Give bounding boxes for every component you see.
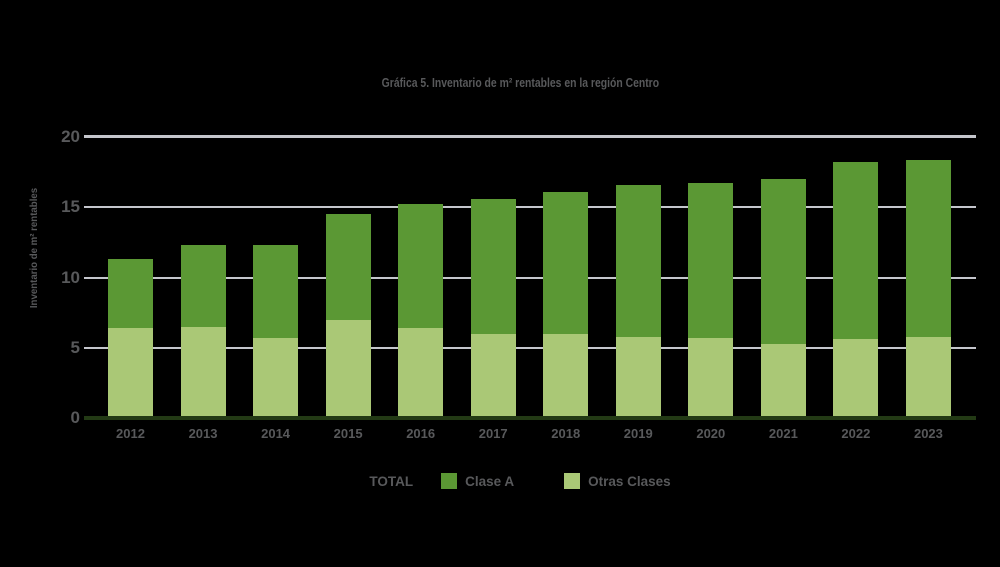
bar-segment-clase-a-2016 [398,204,444,329]
bar-segment-otras-clases-2017 [470,333,516,418]
x-tick-label-2017: 2017 [478,426,508,441]
gridline-y-15 [84,206,976,209]
bar-segment-clase-a-2020 [688,183,734,338]
x-tick-label-2016: 2016 [406,426,436,441]
bar-segment-clase-a-2017 [470,198,516,334]
bar-2013 [180,137,226,418]
y-tick-label-0: 0 [70,408,80,427]
y-tick-label-15: 15 [61,197,80,217]
y-tick-label-20: 20 [61,127,80,146]
bar-segment-otras-clases-2021 [760,343,806,418]
legend-swatch-clase-a [441,473,458,489]
bar-2022 [833,137,879,418]
x-tick-label-2021: 2021 [768,426,798,441]
bar-segment-otras-clases-2019 [615,336,661,418]
bar-2019 [615,137,661,418]
bar-segment-otras-clases-2013 [180,326,226,418]
legend-label-clase-a: Clase A [465,473,515,489]
legend-swatch-otras-clases [564,473,581,489]
bar-segment-clase-a-2023 [905,159,951,337]
bar-segment-otras-clases-2022 [833,339,879,418]
bar-2014 [253,137,299,418]
bar-segment-clase-a-2013 [180,245,226,327]
bar-2018 [543,137,589,418]
bar-2015 [325,137,371,418]
bar-2020 [688,137,734,418]
bar-2017 [470,137,516,418]
bar-segment-clase-a-2019 [615,184,661,337]
y-tick-label-5: 5 [70,337,80,357]
bar-segment-otras-clases-2015 [325,319,371,418]
bar-segment-otras-clases-2018 [543,333,589,418]
chart-title: Gráfica 5. Inventario de m² rentables en… [40,75,1000,90]
bar-segment-clase-a-2015 [325,214,371,320]
bar-segment-clase-a-2012 [108,259,153,329]
legend-item-clase-a: Clase A [441,473,514,489]
bar-segment-otras-clases-2016 [398,328,444,418]
bar-segment-clase-a-2021 [760,179,806,344]
y-axis-ticks: 0 5 10 15 20 [0,128,80,427]
bar-segment-otras-clases-2020 [688,337,734,418]
legend-item-otras-clases: Otras Clases [564,473,671,489]
x-tick-label-2015: 2015 [333,426,363,441]
x-tick-label-2023: 2023 [913,426,943,441]
gridline-y-20 [84,135,976,138]
y-tick-label-10: 10 [61,267,80,287]
x-tick-label-2020: 2020 [696,426,726,441]
bar-segment-clase-a-2018 [543,191,589,334]
legend-label-otras-clases: Otras Clases [588,473,671,489]
x-axis-line [84,416,976,420]
legend: TOTAL Clase A Otras Clases [40,471,1000,491]
x-tick-label-2012: 2012 [116,426,145,441]
legend-total-label: TOTAL [369,473,414,489]
gridline-y-5 [84,346,976,349]
x-tick-label-2022: 2022 [841,426,871,441]
bar-2023 [905,137,951,418]
x-tick-label-2014: 2014 [261,426,291,441]
bar-2021 [760,137,806,418]
bar-segment-otras-clases-2012 [108,328,153,418]
x-tick-label-2018: 2018 [551,426,581,441]
bar-segment-clase-a-2014 [253,245,299,338]
bar-2012 [108,137,153,418]
bar-segment-otras-clases-2014 [253,337,299,418]
bar-segment-otras-clases-2023 [905,336,951,418]
bar-2016 [398,137,444,418]
chart-title-text: Gráfica 5. Inventario de m² rentables en… [381,75,659,90]
x-tick-label-2013: 2013 [188,426,218,441]
plot-area [84,135,976,420]
bar-segment-clase-a-2022 [833,162,879,340]
gridline-y-10 [84,276,976,279]
x-axis-labels: 2012 2013 2014 2015 2016 2017 2018 2019 2020 2021… [84,426,976,442]
x-tick-label-2019: 2019 [623,426,653,441]
